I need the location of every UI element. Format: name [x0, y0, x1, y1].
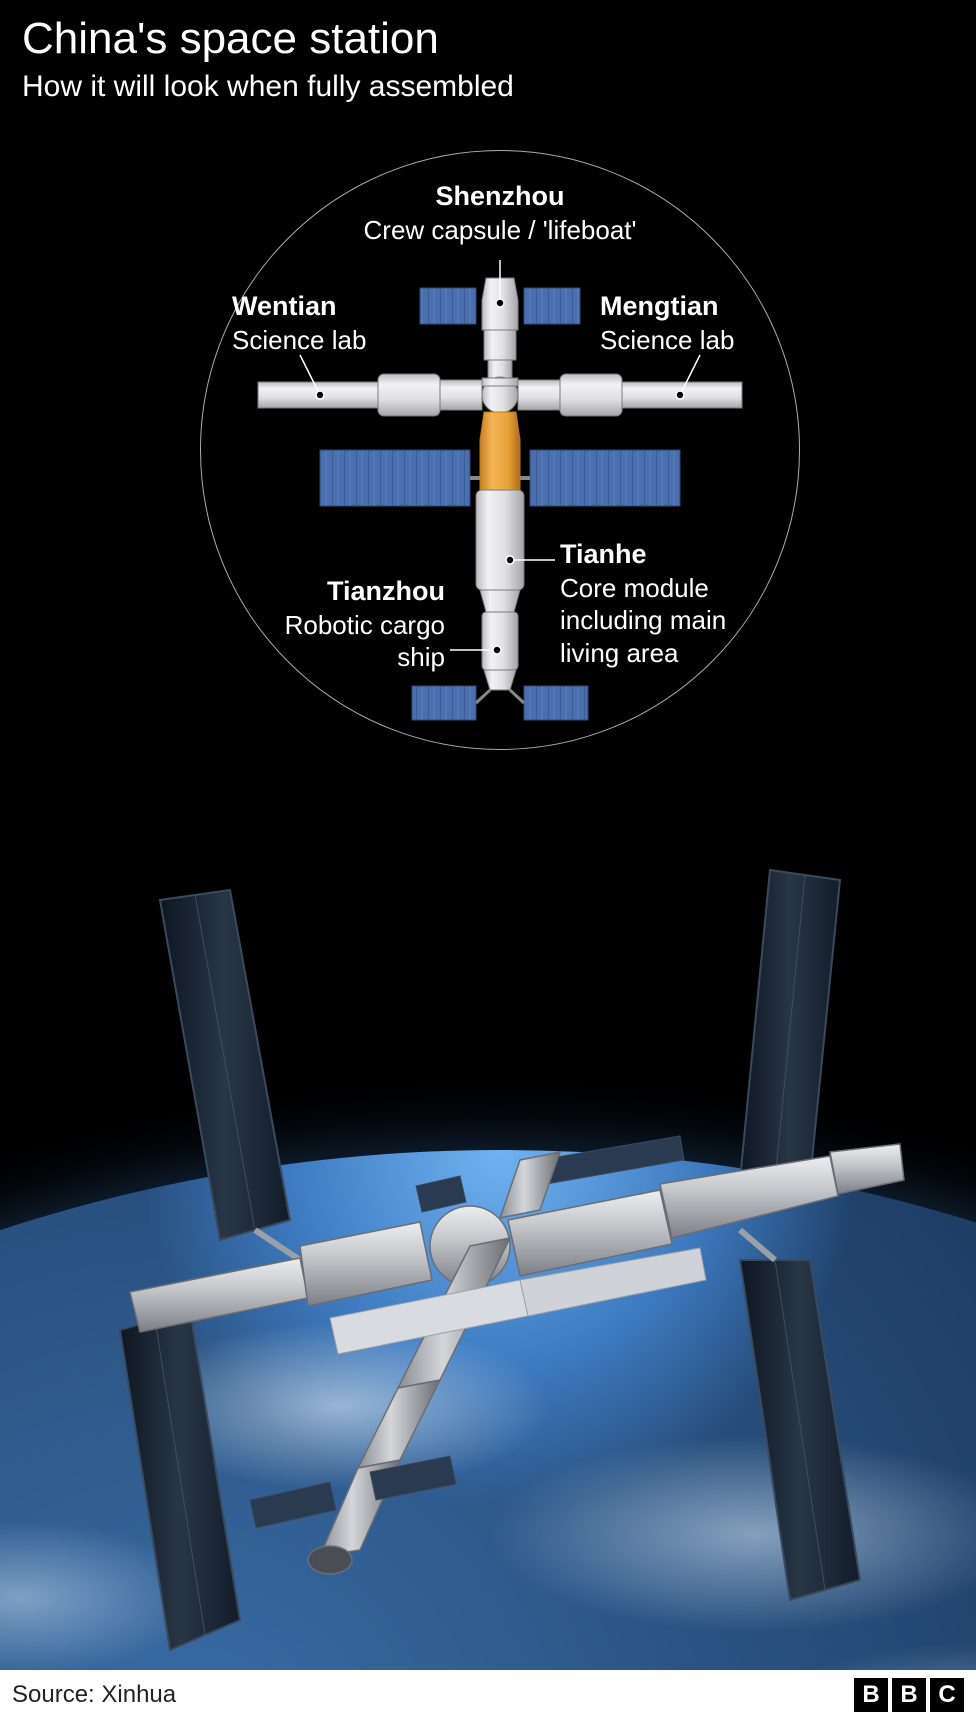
infographic-canvas: China's space station How it will look w… [0, 0, 976, 1670]
bbc-logo-b1: B [854, 1678, 888, 1712]
bbc-logo-b2: B [892, 1678, 926, 1712]
page-title: China's space station [22, 14, 439, 64]
footer: Source: Xinhua B B C [0, 1670, 976, 1720]
label-tianhe: Tianhe Core module including main living… [560, 538, 770, 669]
label-mengtian: Mengtian Science lab [600, 290, 734, 356]
source-credit: Source: Xinhua [12, 1681, 176, 1709]
page-subtitle: How it will look when fully assembled [22, 70, 514, 104]
label-shenzhou: Shenzhou Crew capsule / 'lifeboat' [350, 180, 650, 246]
bbc-logo-c: C [930, 1678, 964, 1712]
label-wentian: Wentian Science lab [232, 290, 366, 356]
bbc-logo: B B C [854, 1678, 964, 1712]
label-tianzhou: Tianzhou Robotic cargo ship [245, 575, 445, 674]
station-render-svg [0, 860, 976, 1670]
station-render [0, 860, 976, 1670]
